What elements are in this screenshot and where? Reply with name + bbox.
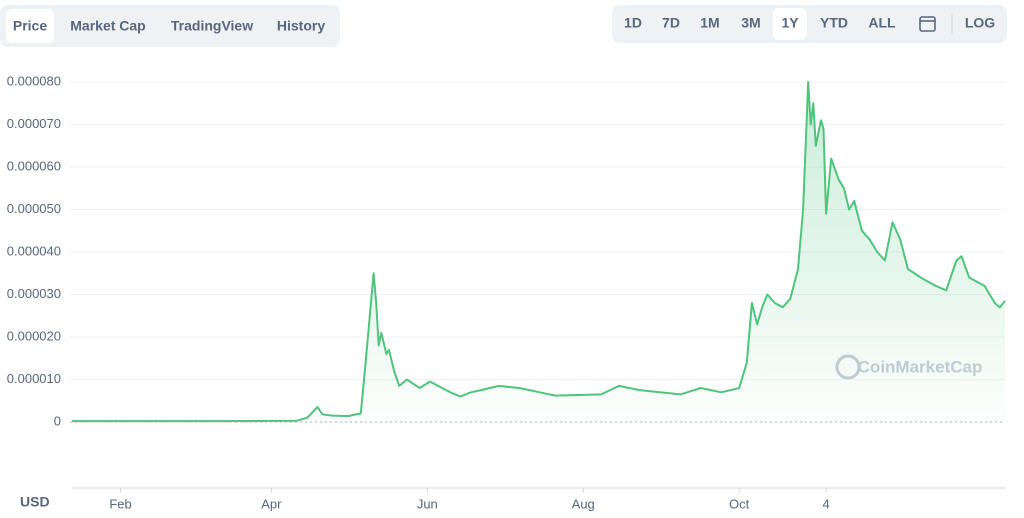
range-button[interactable]: ALL [868,15,896,31]
range-bar [612,5,1007,43]
range-button[interactable]: 1Y [781,15,799,31]
active-range-bg [773,8,807,40]
y-tick-label: 0 [54,413,61,428]
range-button[interactable]: 1D [624,15,642,31]
y-tick-label: 0.000040 [7,243,61,258]
calendar-icon[interactable] [919,16,936,32]
y-tick-label: 0.000010 [7,371,61,386]
active-tab-bg [6,9,54,43]
y-tick-label: 0.000030 [7,286,61,301]
y-tick-label: 0.000070 [7,116,61,131]
y-tick-label: 0.000050 [7,201,61,216]
tab[interactable]: Price [13,18,47,34]
range-button[interactable]: 7D [662,15,680,31]
y-tick-label: 0.000060 [7,158,61,173]
x-tick-label: Jun [417,496,438,511]
range-button[interactable]: 3M [741,15,760,31]
tab[interactable]: TradingView [171,18,253,34]
tab[interactable]: History [277,18,325,34]
currency: USD [20,494,50,510]
y-tick-label: 0.000080 [7,73,61,88]
x-tick-label: Oct [729,496,750,511]
tab-bar [0,5,340,47]
x-tick-label: Aug [572,496,595,511]
range-button[interactable]: 1M [700,15,719,31]
x-tick-label: Apr [261,496,282,511]
log-button[interactable]: LOG [965,15,995,31]
price-area [72,82,1005,422]
x-tick-label: Feb [109,496,131,511]
y-tick-label: 0.000020 [7,328,61,343]
x-tick-label: 4 [822,496,829,511]
range-button[interactable]: YTD [820,15,848,31]
price-line [72,81,1006,423]
tab[interactable]: Market Cap [70,18,145,34]
